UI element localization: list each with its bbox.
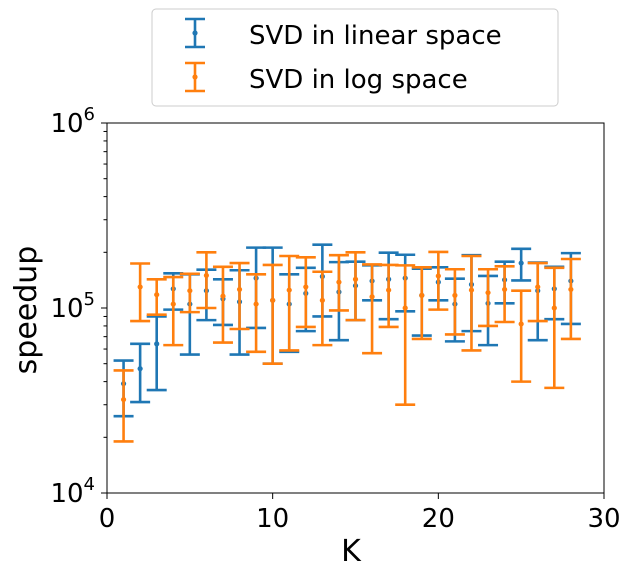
legend-marker-dot	[192, 30, 198, 36]
legend-marker	[185, 61, 205, 93]
data-point	[485, 290, 491, 296]
errorbar-log	[560, 257, 581, 341]
legend-markers	[185, 17, 205, 93]
errorbar-log	[478, 267, 499, 328]
data-point	[452, 292, 458, 298]
data-point	[137, 284, 143, 290]
data-point	[286, 287, 292, 293]
errorbar-log	[444, 267, 465, 336]
y-tick-label: 105	[50, 289, 95, 324]
errorbar-log	[461, 254, 482, 352]
errorbar-log	[345, 251, 366, 322]
y-axis: 104 105 106	[50, 104, 107, 509]
errorbar-linear	[130, 342, 151, 404]
legend-label-log: SVD in log space	[249, 65, 468, 95]
legend-label-linear: SVD in linear space	[249, 21, 502, 51]
errorbar-log	[411, 265, 432, 341]
errorbar-log	[146, 277, 167, 316]
errorbar-log	[527, 261, 548, 323]
errorbar-linear	[146, 315, 167, 392]
data-point	[220, 293, 226, 299]
errorbar-log	[428, 250, 449, 311]
errorbar-log	[196, 251, 217, 310]
data-point	[154, 292, 160, 298]
data-point	[402, 305, 408, 311]
errorbar-log	[395, 264, 416, 407]
data-point	[386, 287, 392, 293]
y-tick-label: 104	[50, 474, 95, 509]
data-point	[253, 301, 259, 307]
errorbar-log	[229, 261, 250, 331]
errorbar-log	[179, 272, 200, 314]
data-point	[319, 297, 325, 303]
errorbar-log	[163, 275, 184, 347]
data-point	[236, 286, 243, 293]
data-point	[270, 297, 276, 303]
data-point	[535, 284, 541, 290]
errorbar-log	[494, 265, 515, 324]
errorbar-log	[328, 253, 349, 312]
errorbar-log	[113, 369, 134, 443]
x-tick-label: 0	[99, 504, 116, 534]
y-tick-label: 106	[50, 104, 95, 139]
errorbar-log	[544, 266, 565, 390]
x-tick-label: 20	[422, 504, 455, 534]
x-tick-label: 30	[587, 504, 620, 534]
errorbar-log	[312, 270, 333, 347]
legend: SVD in linear space SVD in log space	[151, 8, 559, 107]
data-point	[518, 321, 524, 327]
errorbar-log	[511, 289, 532, 383]
errorbar-linear	[511, 247, 532, 282]
data-point	[352, 276, 359, 282]
data-point	[154, 341, 160, 347]
data-point	[419, 292, 425, 298]
errorbar-log	[212, 265, 233, 344]
data-point	[369, 294, 375, 300]
y-axis-label: speedup	[9, 246, 44, 375]
data-point	[203, 272, 209, 279]
data-point	[187, 288, 193, 294]
data-point	[551, 305, 557, 311]
x-tick-label: 10	[256, 504, 289, 534]
errorbar-log	[262, 263, 283, 365]
data-point	[568, 286, 574, 293]
x-axis: 0 10 20 30	[99, 493, 621, 534]
data-point	[518, 260, 524, 266]
data-point	[468, 287, 475, 293]
data-point	[502, 286, 508, 293]
errorbar-log	[130, 262, 151, 323]
data-point	[120, 396, 127, 403]
errorbar-log	[246, 273, 267, 354]
data-point	[170, 301, 176, 307]
legend-marker-dot	[192, 74, 198, 80]
legend-frame	[151, 8, 559, 107]
x-axis-label: K	[341, 534, 362, 569]
errorbar-layer	[113, 243, 581, 443]
data-point	[303, 284, 309, 290]
data-point	[137, 366, 143, 372]
legend-marker	[185, 17, 205, 49]
errorbar-log	[295, 255, 316, 329]
data-point	[435, 273, 441, 279]
data-point	[336, 279, 342, 285]
